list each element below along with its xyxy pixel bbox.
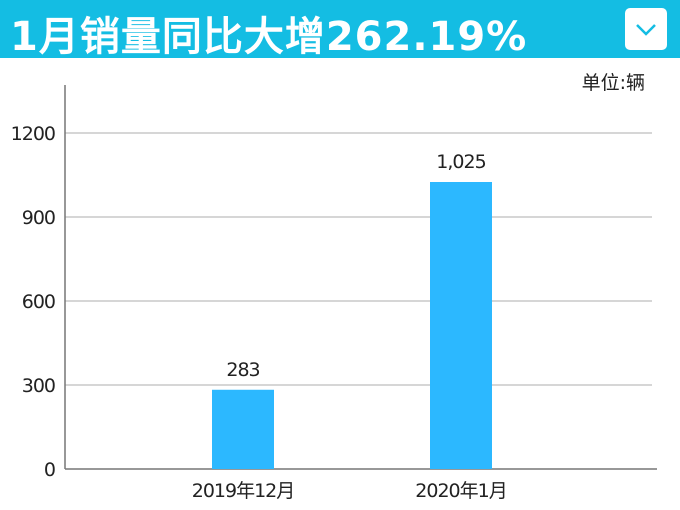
x-tick-label: 2020年1月 [415,480,506,502]
bar [430,182,492,469]
y-tick-label: 0 [44,459,55,481]
y-tick-label: 600 [22,291,55,313]
unit-label: 单位:辆 [581,72,645,94]
data-label: 1,025 [436,151,485,173]
dropdown-button[interactable] [625,8,667,50]
title-bar: 1月销量同比大增262.19% [0,0,680,60]
y-tick-label: 1200 [11,123,55,145]
chevron-down-icon [636,24,656,36]
chart-title: 1月销量同比大增262.19% [10,14,528,60]
y-tick-label: 900 [22,207,55,229]
x-tick-label: 2019年12月 [192,480,295,502]
data-label: 283 [226,359,259,381]
y-tick-label: 300 [22,375,55,397]
bar [212,389,274,469]
